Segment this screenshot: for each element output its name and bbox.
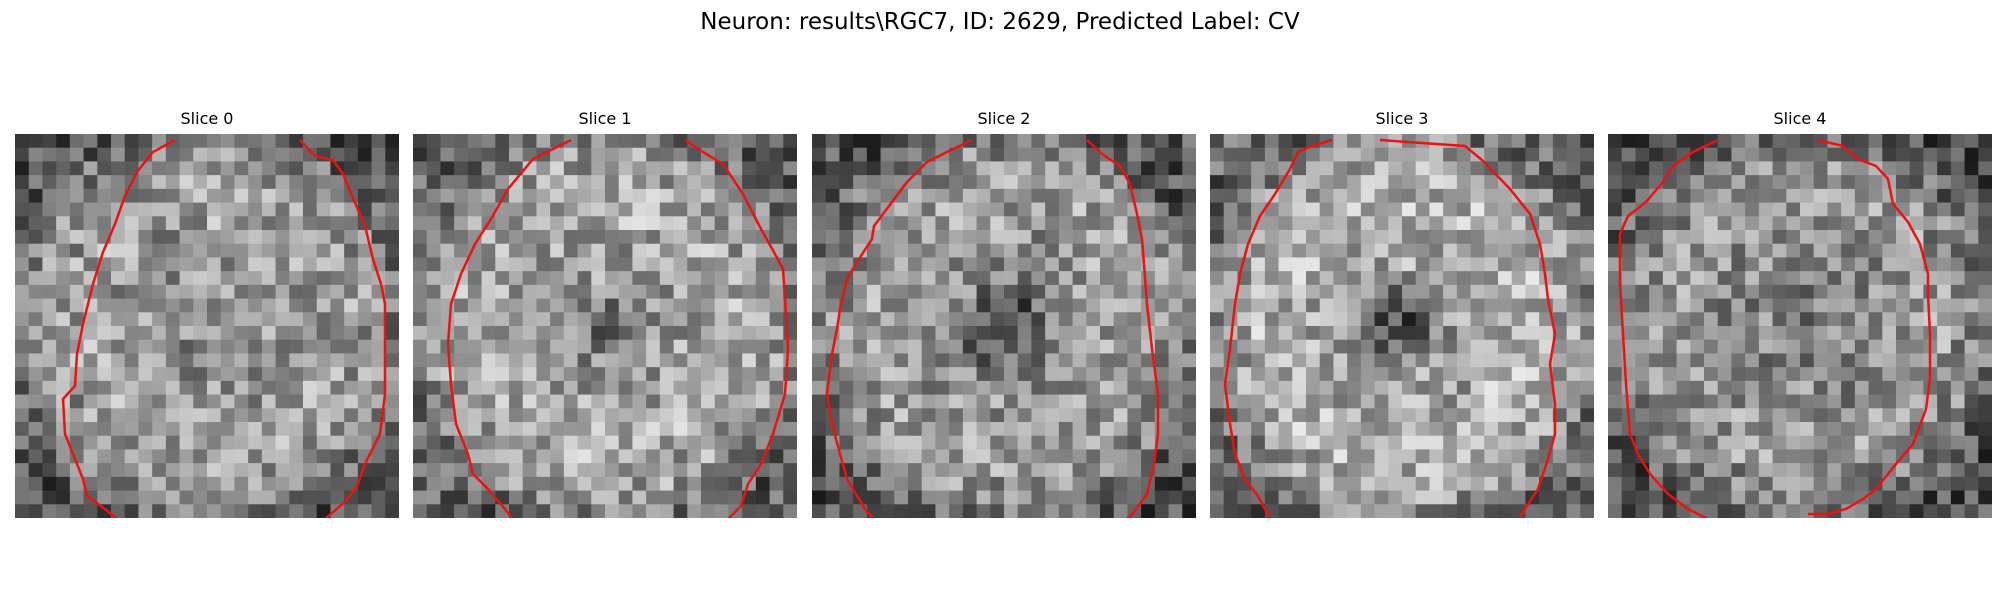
slice-panel-2: Slice 2 — [812, 108, 1196, 528]
slice-image — [413, 134, 797, 518]
slice-image — [812, 134, 1196, 518]
slice-title: Slice 0 — [180, 109, 234, 128]
slice-panel-0: Slice 0 — [15, 108, 399, 528]
figure-title: Neuron: results\RGC7, ID: 2629, Predicte… — [700, 9, 1300, 35]
neuron-contour — [1086, 139, 1160, 518]
slice-image — [15, 134, 399, 518]
slice-panel-1: Slice 1 — [413, 108, 797, 528]
slice-title: Slice 1 — [578, 109, 632, 128]
slice-title: Slice 3 — [1375, 109, 1429, 128]
slice-panel-3: Slice 3 — [1210, 108, 1594, 528]
neuron-contour — [61, 138, 176, 518]
neuron-contour — [825, 138, 973, 518]
slice-panel-4: Slice 4 — [1608, 108, 1992, 528]
neuron-contour — [1618, 138, 1719, 518]
neuron-contour — [446, 138, 572, 518]
neuron-contour — [299, 139, 387, 518]
slice-image — [1608, 134, 1992, 518]
neuron-contour — [1379, 138, 1557, 518]
neuron-contour — [1223, 138, 1333, 518]
slice-title: Slice 2 — [977, 109, 1031, 128]
neuron-contour — [1808, 138, 1932, 516]
slice-image — [1210, 134, 1594, 518]
slice-title: Slice 4 — [1773, 109, 1827, 128]
neuron-contour — [684, 138, 790, 518]
